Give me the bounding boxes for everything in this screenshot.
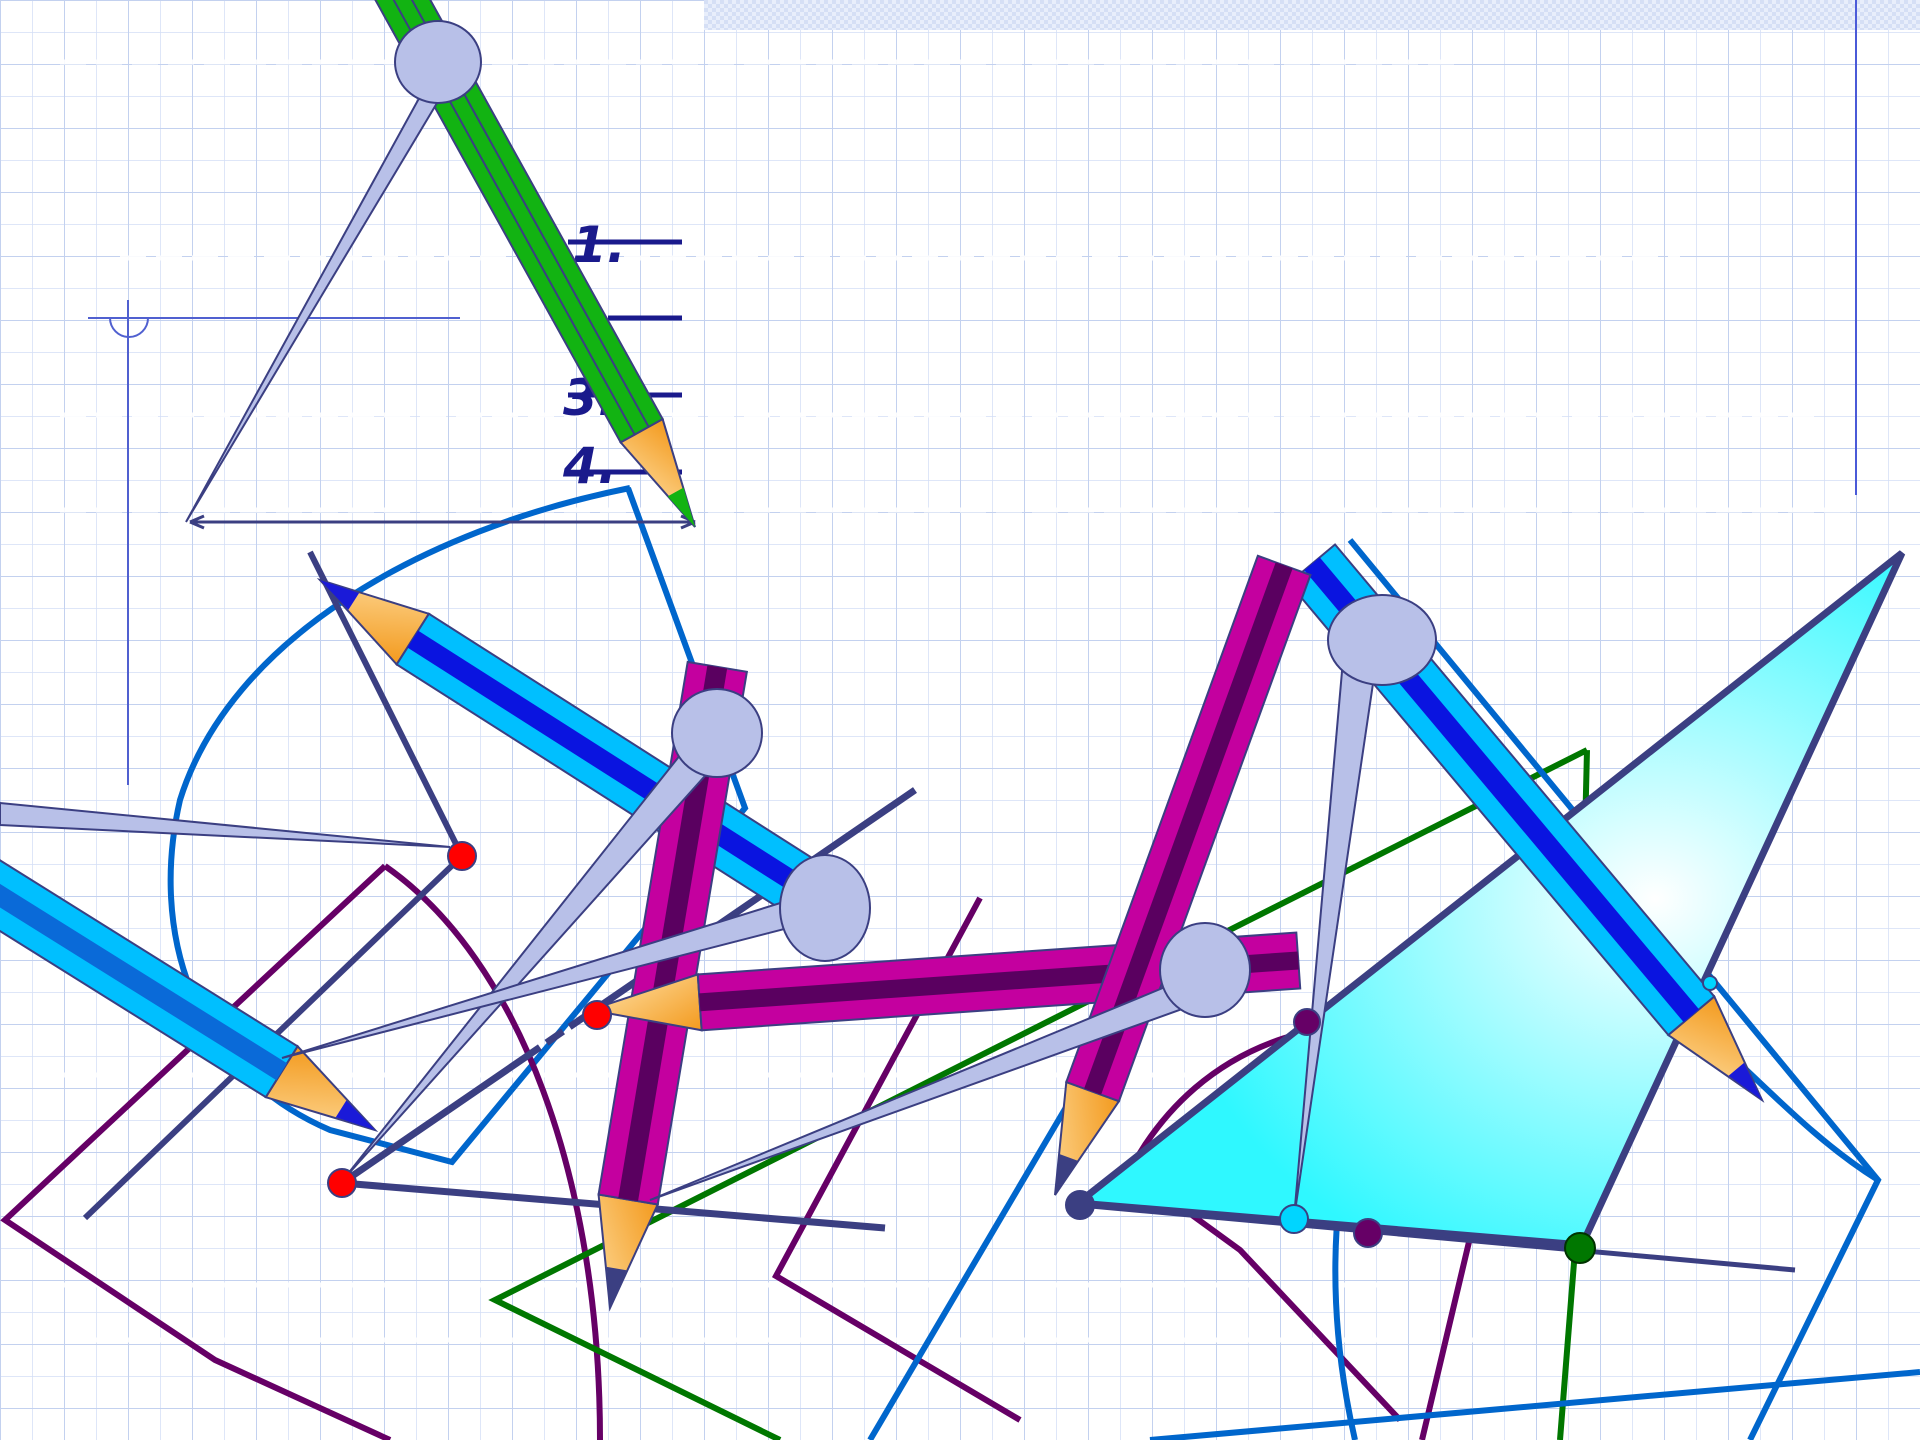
set-square-icon xyxy=(1068,550,1906,1249)
purple-zigzag xyxy=(771,896,1022,1423)
faint-guide-lines xyxy=(60,59,1860,1343)
point-red-3 xyxy=(327,1168,357,1198)
point-purple-2 xyxy=(1293,1008,1321,1036)
pencil-icon-magenta-1 xyxy=(597,660,749,1312)
blue-line-bottom xyxy=(1149,1369,1920,1440)
list-number-1: 1. xyxy=(572,216,626,274)
blue-line-diag xyxy=(867,1068,1091,1440)
pencil-icon-cyan-2 xyxy=(0,832,379,1133)
point-green xyxy=(1564,1232,1596,1264)
point-slate xyxy=(1065,1190,1095,1220)
list-number-4: 4. xyxy=(562,437,617,495)
pencil-icon-cyan-1 xyxy=(316,577,869,946)
point-cyan xyxy=(1279,1204,1309,1234)
compass-icon-right xyxy=(1293,594,1437,1219)
slate-line-a xyxy=(307,550,465,858)
axis-origin-marker xyxy=(88,300,460,785)
compass-icon-middle xyxy=(0,688,1251,1201)
point-red-2 xyxy=(582,1000,612,1030)
compass-icon-top xyxy=(185,20,482,523)
point-purple-1 xyxy=(1353,1218,1383,1248)
point-cyan-small xyxy=(1702,975,1718,991)
point-markers xyxy=(327,841,1718,1264)
point-red-1 xyxy=(447,841,477,871)
checkered-header-band xyxy=(704,0,1920,30)
pencil-icon-magenta-3 xyxy=(1054,554,1312,1196)
